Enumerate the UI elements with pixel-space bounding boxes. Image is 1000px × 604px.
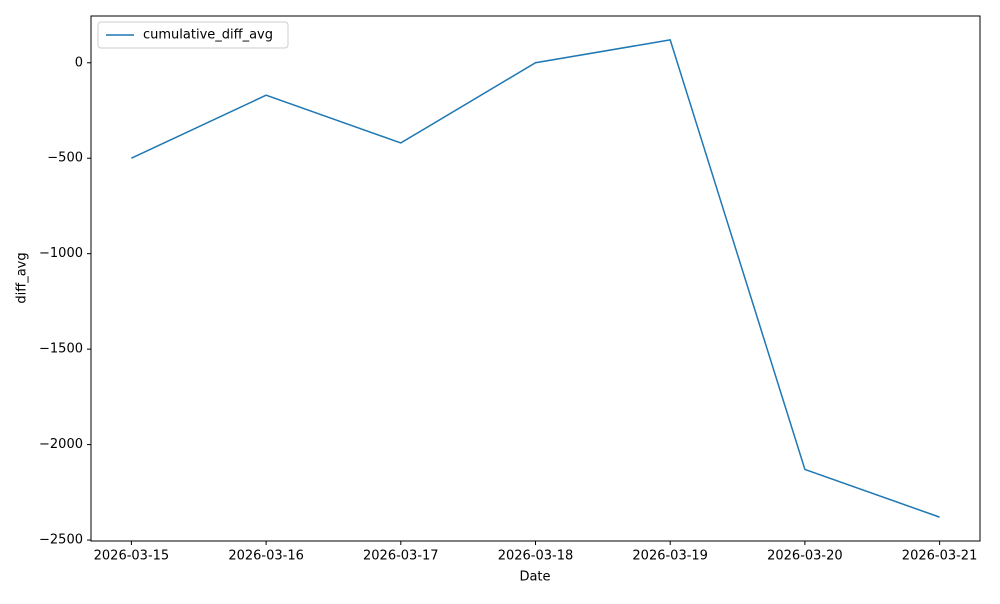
y-tick-label: −1500: [39, 342, 83, 357]
y-axis-label: diff_avg: [15, 252, 30, 303]
x-axis-label: Date: [519, 570, 550, 585]
x-tick-label: 2026-03-17: [363, 549, 439, 564]
y-tick-label: −1000: [39, 246, 83, 261]
line-series: [131, 39, 940, 518]
legend-label: cumulative_diff_avg: [143, 28, 273, 43]
x-tick-label: 2026-03-19: [632, 549, 708, 564]
plot-frame: [90, 15, 981, 542]
legend-box: [97, 21, 289, 49]
y-tick-label: −2500: [39, 533, 83, 548]
x-tick-label: 2026-03-15: [94, 549, 170, 564]
x-tick-label: 2026-03-21: [902, 549, 978, 564]
x-tick-label: 2026-03-18: [498, 549, 574, 564]
y-tick-label: 0: [75, 55, 83, 70]
y-tick-label: −2000: [39, 437, 83, 452]
x-tick-label: 2026-03-16: [228, 549, 304, 564]
x-tick-label: 2026-03-20: [767, 549, 843, 564]
y-tick-label: −500: [47, 151, 83, 166]
